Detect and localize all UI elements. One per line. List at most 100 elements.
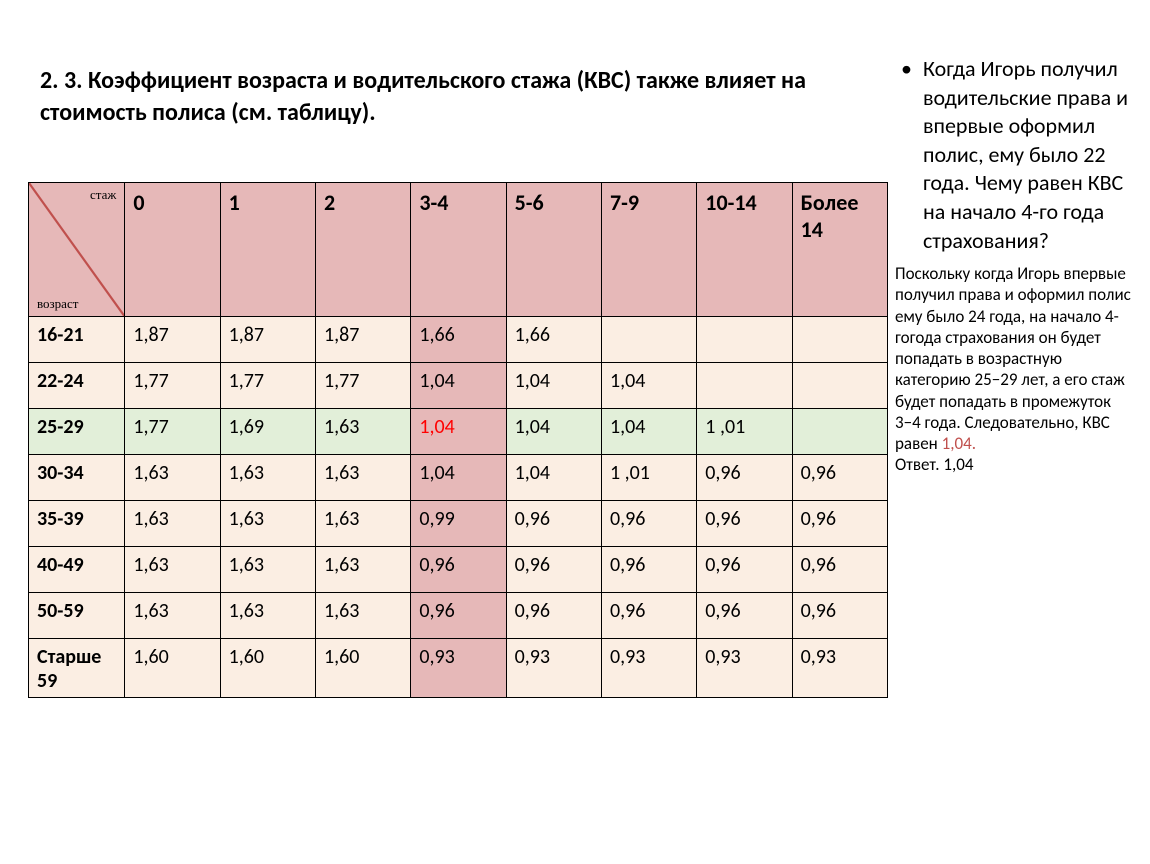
row-header: 30-34 [29,455,125,501]
cell: 0,96 [411,593,506,639]
cell: 1,63 [315,455,410,501]
col-header: 2 [315,183,410,317]
diagonal-line-icon [29,183,124,316]
table-body: 16-211,871,871,871,661,6622-241,771,771,… [29,317,888,698]
table-row: 50-591,631,631,630,960,960,960,960,96 [29,593,888,639]
cell: 1,63 [125,455,220,501]
col-header: 0 [125,183,220,317]
cell: 1,04 [411,455,506,501]
cell [792,317,887,363]
cell: 0,96 [697,501,792,547]
table-row: 35-391,631,631,630,990,960,960,960,96 [29,501,888,547]
row-header: 40-49 [29,547,125,593]
cell: 1,63 [125,547,220,593]
col-header: 10-14 [697,183,792,317]
cell: 1,63 [315,409,410,455]
row-header: 50-59 [29,593,125,639]
cell: 1,60 [315,639,410,698]
cell: 0,96 [792,547,887,593]
col-header: 3-4 [411,183,506,317]
cell: 1,66 [411,317,506,363]
cell: 1,04 [506,409,601,455]
cell: 1,04 [506,363,601,409]
cell [697,363,792,409]
cell: 1,87 [125,317,220,363]
cell: 1 ,01 [601,455,696,501]
slide: 2. 3. Коэффициент возраста и водительско… [0,0,1150,864]
cell: 1,77 [125,363,220,409]
table-row: 25-291,771,691,631,041,041,041 ,01 [29,409,888,455]
explanation-highlight: 1,04. [942,433,976,454]
cell: 0,96 [792,593,887,639]
cell: 0,96 [697,593,792,639]
kvs-table: стаж возраст 0 1 2 3-4 5-6 7-9 10-14 Бол… [28,182,888,698]
cell [792,409,887,455]
cell: 1,63 [315,593,410,639]
cell: 0,93 [601,639,696,698]
cell: 1 ,01 [697,409,792,455]
cell: 0,96 [506,593,601,639]
cell: 1,04 [411,363,506,409]
cell: 1,63 [125,593,220,639]
row-header: 22-24 [29,363,125,409]
cell: 1,87 [315,317,410,363]
cell: 0,96 [601,593,696,639]
cell: 0,96 [506,547,601,593]
cell: 1,63 [220,547,315,593]
cell: 0,96 [792,501,887,547]
cell: 0,96 [792,455,887,501]
table-row: Старше 591,601,601,600,930,930,930,930,9… [29,639,888,698]
question-text: Когда Игорь получил водительские права и… [895,55,1140,255]
cell: 0,93 [792,639,887,698]
cell: 1,60 [125,639,220,698]
cell: 1,04 [506,455,601,501]
cell: 1,04 [601,363,696,409]
row-header: 16-21 [29,317,125,363]
col-header: Более 14 [792,183,887,317]
cell: 1,63 [315,501,410,547]
cell: 1,69 [220,409,315,455]
cell: 0,99 [411,501,506,547]
right-column: Когда Игорь получил водительские права и… [895,55,1140,476]
cell: 1,04 [411,409,506,455]
cell: 1,63 [125,501,220,547]
cell: 1,04 [601,409,696,455]
col-header: 1 [220,183,315,317]
answer-label: Ответ. [895,454,943,475]
cell: 1,77 [315,363,410,409]
cell: 0,93 [697,639,792,698]
cell: 1,63 [220,501,315,547]
cell: 1,60 [220,639,315,698]
answer-value: 1,04 [943,454,973,475]
cell: 0,93 [506,639,601,698]
cell [792,363,887,409]
table-row: 22-241,771,771,771,041,041,04 [29,363,888,409]
row-header: Старше 59 [29,639,125,698]
row-header: 25-29 [29,409,125,455]
cell: 0,96 [411,547,506,593]
cell: 1,66 [506,317,601,363]
cell [601,317,696,363]
cell: 1,63 [220,455,315,501]
cell: 1,63 [220,593,315,639]
highlight-cell: 1,04 [419,415,454,439]
cell: 1,77 [125,409,220,455]
table-row: 16-211,871,871,871,661,66 [29,317,888,363]
cell: 1,87 [220,317,315,363]
cell: 0,96 [697,547,792,593]
slide-title: 2. 3. Коэффициент возраста и водительско… [40,65,860,130]
cell: 1,77 [220,363,315,409]
cell: 1,63 [315,547,410,593]
table-head: стаж возраст 0 1 2 3-4 5-6 7-9 10-14 Бол… [29,183,888,317]
cell: 0,96 [601,501,696,547]
row-header: 35-39 [29,501,125,547]
table-header-row: стаж возраст 0 1 2 3-4 5-6 7-9 10-14 Бол… [29,183,888,317]
explanation-pre: Поскольку когда Игорь впервые получил пр… [895,263,1131,454]
cell: 0,96 [697,455,792,501]
diagonal-header: стаж возраст [29,183,125,317]
cell: 0,96 [506,501,601,547]
explanation-text: Поскольку когда Игорь впервые получил пр… [895,263,1140,476]
col-header: 7-9 [601,183,696,317]
col-header: 5-6 [506,183,601,317]
cell [697,317,792,363]
